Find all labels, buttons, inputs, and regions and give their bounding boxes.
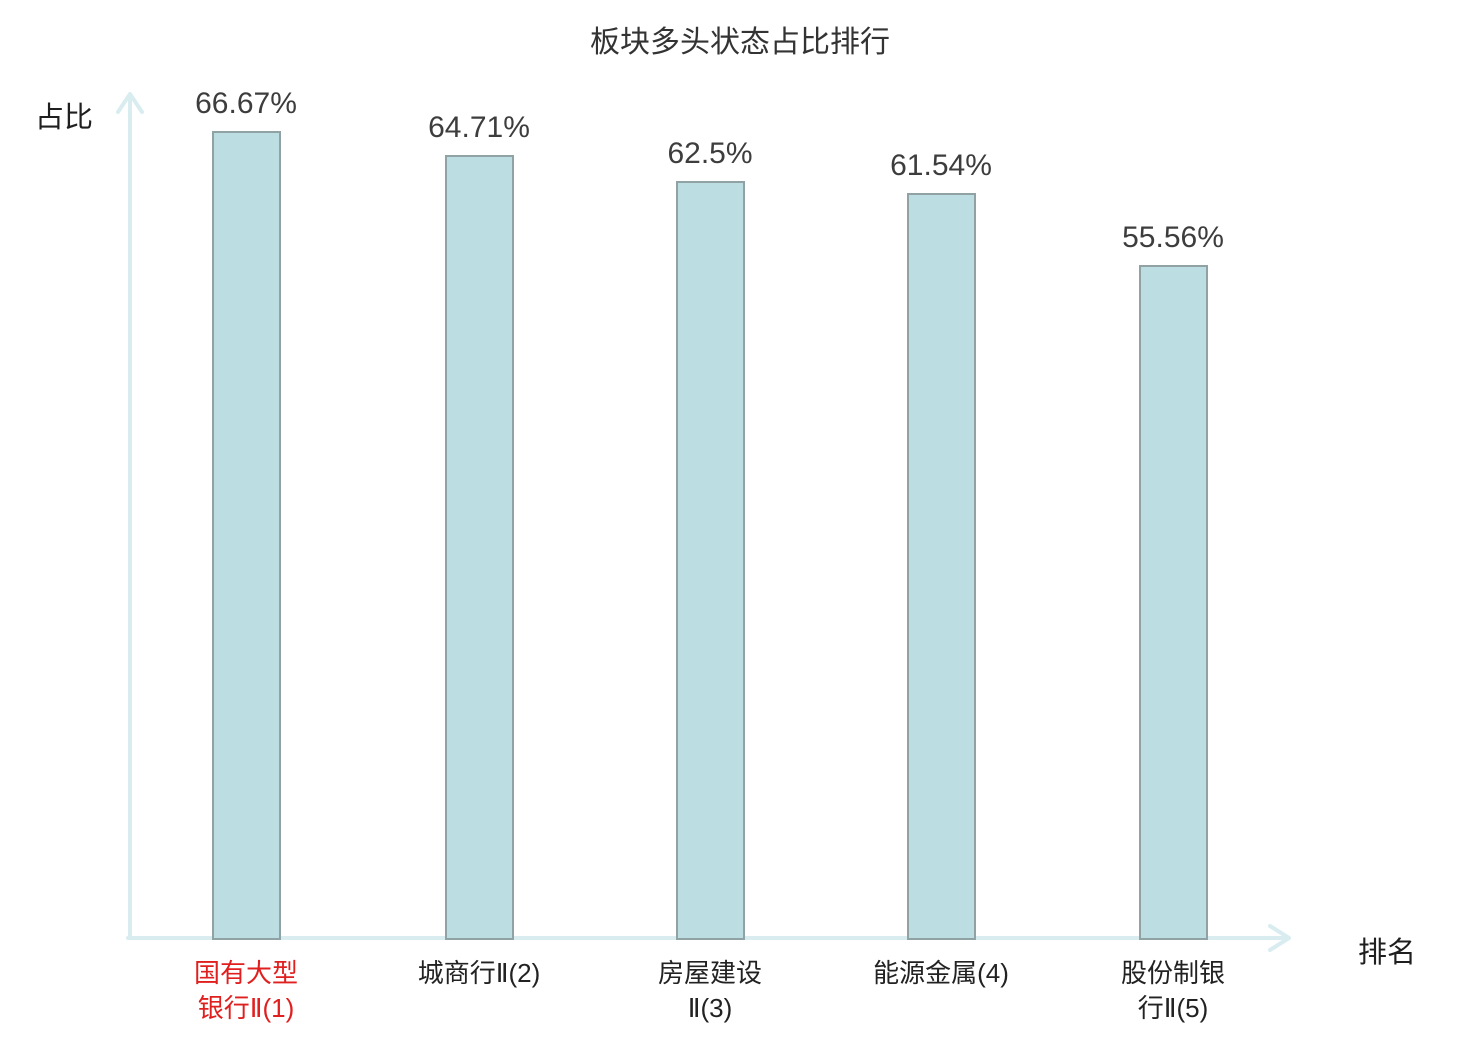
chart-title: 板块多头状态占比排行 xyxy=(590,26,890,59)
x-axis-label: 排名 xyxy=(1358,937,1417,969)
bar-value-label: 61.54% xyxy=(890,149,992,182)
bar[interactable] xyxy=(444,155,514,940)
bar-value-label: 55.56% xyxy=(1122,221,1224,254)
y-axis-label: 占比 xyxy=(35,102,94,134)
bar[interactable] xyxy=(211,131,281,940)
bar-value-label: 66.67% xyxy=(195,87,297,120)
category-label: 能源金属(4) xyxy=(873,958,1009,988)
category-label: 房屋建设 Ⅱ(3) xyxy=(657,958,763,1023)
bar[interactable] xyxy=(906,193,976,940)
bar-value-label: 62.5% xyxy=(667,137,753,170)
bar-value-label: 64.71% xyxy=(428,111,530,144)
category-label: 股份制银 行Ⅱ(5) xyxy=(1120,958,1226,1023)
category-label: 城商行Ⅱ(2) xyxy=(417,958,541,988)
bar[interactable] xyxy=(675,181,745,940)
category-label: 国有大型 银行Ⅱ(1) xyxy=(193,958,299,1023)
y-axis-arrow-icon xyxy=(116,92,144,114)
bar[interactable] xyxy=(1138,265,1208,940)
x-axis-arrow-icon xyxy=(1268,924,1291,952)
